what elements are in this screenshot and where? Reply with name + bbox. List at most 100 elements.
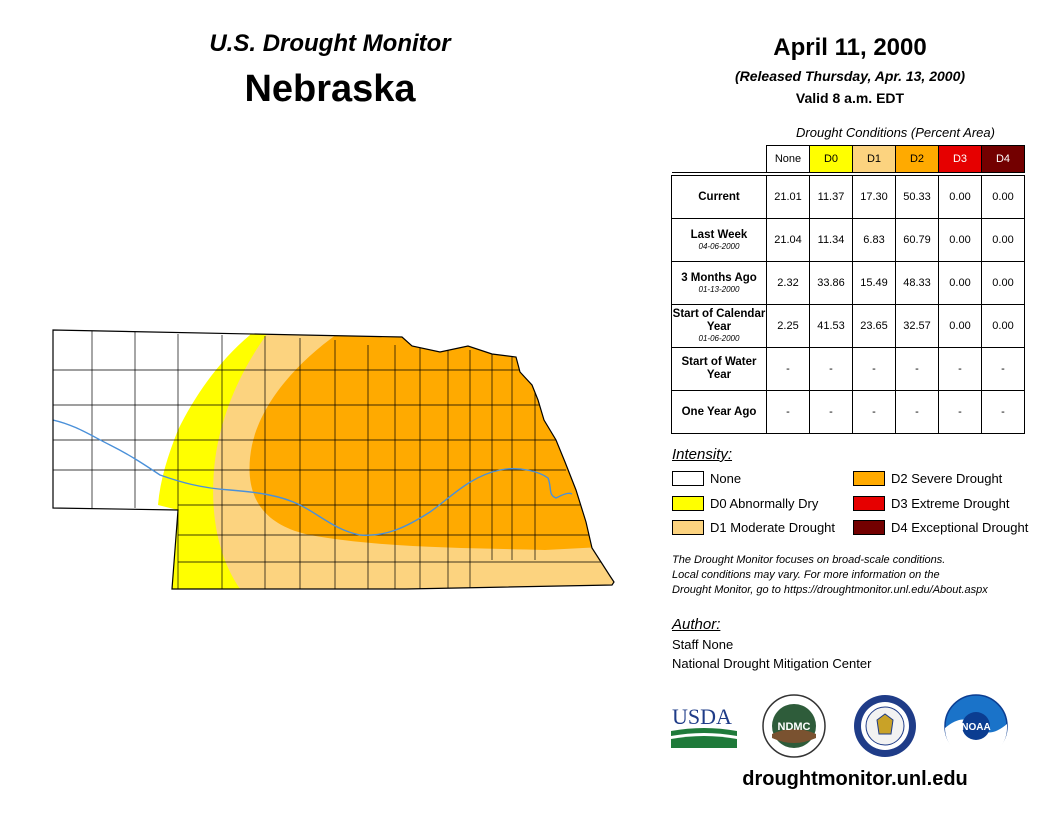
col-d3: D3 xyxy=(938,145,982,173)
table-row: Last Week 04-06-2000 21.04 11.34 6.83 60.… xyxy=(671,218,1025,262)
author-title: Author: xyxy=(672,616,721,633)
row-date: 01-06-2000 xyxy=(698,334,740,343)
table-caption: Drought Conditions (Percent Area) xyxy=(796,125,995,140)
table-cell: 0.00 xyxy=(981,261,1025,305)
table-cell: 11.37 xyxy=(809,175,853,219)
table-cell: 0.00 xyxy=(981,175,1025,219)
table-cell: 50.33 xyxy=(895,175,939,219)
table-cell: - xyxy=(809,347,853,391)
table-cell: 0.00 xyxy=(938,261,982,305)
row-date: 04-06-2000 xyxy=(698,241,740,251)
col-none: None xyxy=(766,145,810,173)
legend-label: D2 Severe Drought xyxy=(891,471,1003,486)
col-d1: D1 xyxy=(852,145,896,173)
note-line: Local conditions may vary. For more info… xyxy=(672,569,940,581)
disclaimer-note: The Drought Monitor focuses on broad-sca… xyxy=(672,553,1052,598)
table-cell: 17.30 xyxy=(852,175,896,219)
table-cell: - xyxy=(895,390,939,434)
release-date: (Released Thursday, Apr. 13, 2000) xyxy=(734,68,966,84)
legend-swatch xyxy=(853,496,885,511)
col-d0: D0 xyxy=(809,145,853,173)
usda-logo[interactable]: USDA xyxy=(671,700,737,748)
table-row: One Year Ago - - - - - - xyxy=(671,390,1025,434)
legend-swatch xyxy=(672,471,704,486)
table-cell: 21.04 xyxy=(766,218,810,262)
drought-map xyxy=(52,329,615,590)
legend-swatch xyxy=(853,520,885,535)
legend-item-d3: D3 Extreme Drought xyxy=(853,496,1010,511)
table-cell: - xyxy=(981,390,1025,434)
table-cell: 0.00 xyxy=(938,218,982,262)
table-cell: 0.00 xyxy=(938,304,982,348)
county-lines xyxy=(53,330,604,589)
table-cell: 21.01 xyxy=(766,175,810,219)
legend-swatch xyxy=(672,496,704,511)
state-outline xyxy=(52,329,615,590)
legend-label: None xyxy=(710,471,742,486)
table-cell: 32.57 xyxy=(895,304,939,348)
note-line: The Drought Monitor focuses on broad-sca… xyxy=(672,554,946,566)
legend-title: Intensity: xyxy=(672,446,733,463)
table-cell: 48.33 xyxy=(895,261,939,305)
table-row: Current 21.01 11.37 17.30 50.33 0.00 0.0… xyxy=(671,175,1025,219)
table-cell: 60.79 xyxy=(895,218,939,262)
table-cell: 23.65 xyxy=(852,304,896,348)
row-label: Start of Calendar Year xyxy=(672,308,766,333)
legend-swatch xyxy=(672,520,704,535)
drought-stats-table: None D0 D1 D2 D3 D4 Current 21.01 11.37 … xyxy=(671,145,1025,434)
valid-time: Valid 8 a.m. EDT xyxy=(795,90,905,106)
legend-item-d1: D1 Moderate Drought xyxy=(672,520,835,535)
legend-item-d0: D0 Abnormally Dry xyxy=(672,496,818,511)
table-cell: - xyxy=(852,347,896,391)
legend-label: D3 Extreme Drought xyxy=(891,496,1010,511)
legend-label: D1 Moderate Drought xyxy=(710,520,836,535)
legend-item-d2: D2 Severe Drought xyxy=(853,471,1002,486)
map-date: April 11, 2000 xyxy=(773,34,927,61)
row-date: 01-13-2000 xyxy=(698,284,740,294)
ndmc-logo-text: NDMC xyxy=(778,721,811,733)
legend-swatch xyxy=(853,471,885,486)
footer-url[interactable]: droughtmonitor.unl.edu xyxy=(742,768,968,790)
table-cell: 15.49 xyxy=(852,261,896,305)
table-cell: - xyxy=(766,390,810,434)
table-cell: 6.83 xyxy=(852,218,896,262)
noaa-logo-text: NOAA xyxy=(961,722,990,733)
table-cell: 11.34 xyxy=(809,218,853,262)
row-label: 3 Months Ago xyxy=(681,271,757,284)
ndmc-logo[interactable]: NDMC xyxy=(762,694,826,758)
table-cell: 2.25 xyxy=(766,304,810,348)
row-label: Start of Water Year xyxy=(681,356,757,381)
state-title: Nebraska xyxy=(244,68,416,110)
table-cell: - xyxy=(766,347,810,391)
noaa-logo[interactable]: NOAA xyxy=(944,694,1008,759)
table-cell: 0.00 xyxy=(981,218,1025,262)
table-row: 3 Months Ago 01-13-2000 2.32 33.86 15.49 … xyxy=(671,261,1025,305)
author-name: Staff None xyxy=(672,637,734,652)
table-cell: - xyxy=(895,347,939,391)
row-label: Last Week xyxy=(690,228,748,241)
row-label: One Year Ago xyxy=(681,405,757,418)
table-row: Start of Calendar Year 01-06-2000 2.25 41… xyxy=(671,304,1025,348)
table-cell: - xyxy=(981,347,1025,391)
monitor-title: U.S. Drought Monitor xyxy=(209,30,451,57)
row-label: Current xyxy=(698,190,740,203)
platte-river xyxy=(53,419,573,536)
col-d4: D4 xyxy=(981,145,1025,173)
table-cell: - xyxy=(852,390,896,434)
legend-item-d4: D4 Exceptional Drought xyxy=(853,520,1028,535)
col-d2: D2 xyxy=(895,145,939,173)
author-org: National Drought Mitigation Center xyxy=(672,656,872,671)
note-link-line[interactable]: Drought Monitor, go to https://droughtmo… xyxy=(672,584,988,596)
table-cell: - xyxy=(938,390,982,434)
legend-label: D0 Abnormally Dry xyxy=(710,496,819,511)
table-cell: - xyxy=(809,390,853,434)
table-cell: 41.53 xyxy=(809,304,853,348)
table-row: Start of Water Year - - - - - - xyxy=(671,347,1025,391)
table-cell: 33.86 xyxy=(809,261,853,305)
table-cell: 0.00 xyxy=(981,304,1025,348)
legend-item-none: None xyxy=(672,471,741,486)
usda-logo-text: USDA xyxy=(672,704,732,729)
table-cell: - xyxy=(938,347,982,391)
commerce-seal-logo[interactable] xyxy=(853,694,917,758)
table-cell: 0.00 xyxy=(938,175,982,219)
